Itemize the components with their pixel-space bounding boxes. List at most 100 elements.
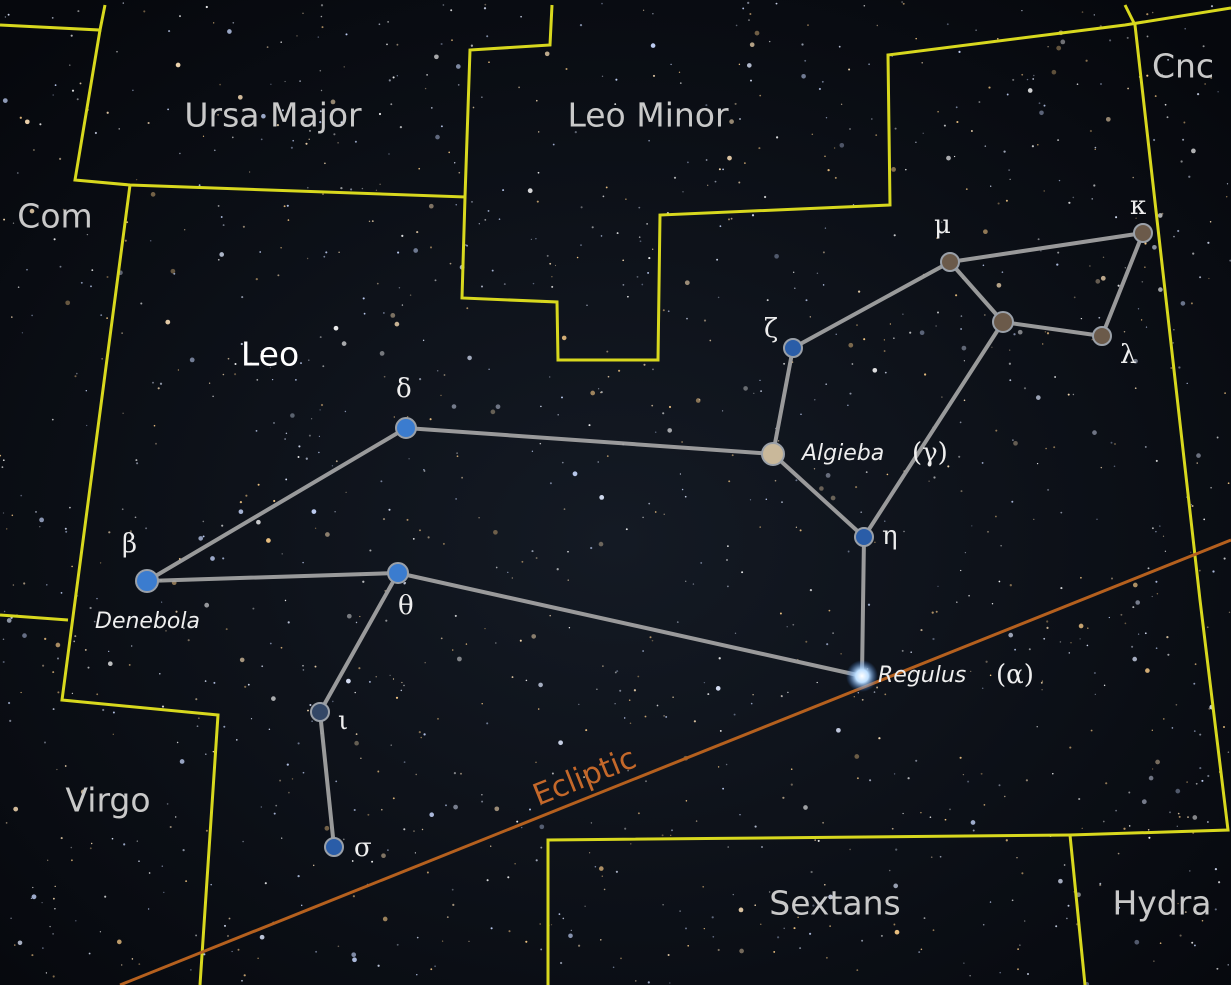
background-star — [80, 82, 82, 84]
background-star — [557, 568, 559, 570]
background-star — [17, 172, 19, 174]
background-star — [116, 51, 118, 53]
background-star — [389, 675, 390, 676]
background-star — [138, 860, 140, 862]
background-star — [18, 286, 20, 288]
background-star — [437, 370, 439, 372]
background-star — [137, 840, 138, 841]
background-star — [298, 456, 300, 458]
background-star — [417, 937, 419, 939]
background-star — [1111, 577, 1113, 579]
background-star — [321, 404, 323, 406]
background-star — [18, 940, 23, 945]
background-star — [288, 219, 290, 221]
constellation-label: Hydra — [1112, 884, 1211, 923]
background-star — [539, 824, 544, 829]
background-star — [267, 46, 269, 48]
background-star — [481, 794, 482, 795]
background-star — [648, 981, 650, 983]
background-star — [962, 346, 967, 351]
background-star — [638, 812, 640, 814]
background-star — [53, 708, 55, 710]
background-star — [903, 3, 905, 5]
constellation-label: Com — [17, 197, 92, 236]
background-star — [881, 935, 883, 937]
background-star — [400, 126, 402, 128]
background-star — [531, 239, 532, 240]
background-star — [1082, 11, 1084, 13]
background-star — [600, 392, 601, 393]
background-star — [69, 507, 71, 509]
background-star — [739, 118, 741, 120]
background-star — [606, 351, 608, 353]
background-star — [835, 177, 837, 179]
background-star — [1145, 668, 1150, 673]
background-star — [712, 916, 714, 918]
background-star — [387, 21, 389, 23]
background-star — [496, 567, 498, 569]
background-star — [1145, 446, 1147, 448]
background-star — [1096, 519, 1097, 520]
background-star — [868, 63, 870, 65]
background-star — [990, 901, 991, 902]
background-star — [599, 495, 604, 500]
background-star — [424, 662, 426, 664]
background-star — [1068, 394, 1070, 396]
background-star — [1173, 329, 1174, 330]
background-star — [685, 927, 687, 929]
background-star — [839, 143, 844, 148]
background-star — [1224, 392, 1226, 394]
background-star — [998, 202, 1000, 204]
background-star — [362, 188, 363, 189]
background-star — [1033, 519, 1034, 520]
background-star — [775, 480, 777, 482]
background-star — [807, 24, 809, 26]
background-star — [1149, 776, 1154, 781]
background-star — [805, 641, 807, 643]
background-star — [622, 259, 624, 261]
background-star — [1226, 196, 1227, 197]
background-star — [1109, 617, 1110, 618]
background-star — [1069, 747, 1071, 749]
background-star — [198, 718, 199, 719]
background-star — [256, 379, 258, 381]
star-label: μ — [934, 210, 951, 240]
background-star — [1101, 276, 1106, 281]
background-star — [481, 97, 482, 98]
background-star — [158, 387, 160, 389]
background-star — [836, 728, 841, 733]
background-star — [291, 147, 293, 149]
background-star — [563, 918, 565, 920]
background-star — [377, 771, 379, 773]
background-star — [437, 718, 439, 720]
background-star — [615, 79, 617, 81]
background-star — [892, 828, 894, 830]
background-star — [343, 839, 345, 841]
background-star — [190, 358, 195, 363]
background-star — [719, 168, 721, 170]
background-star — [322, 365, 324, 367]
background-star — [849, 393, 851, 395]
background-star — [1199, 767, 1201, 769]
background-star — [86, 390, 87, 391]
background-star — [590, 547, 592, 549]
background-star — [198, 536, 203, 541]
background-star — [726, 559, 728, 561]
background-star — [518, 86, 520, 88]
background-star — [205, 753, 207, 755]
background-star — [596, 689, 597, 690]
background-star — [983, 265, 985, 267]
background-star — [430, 418, 432, 420]
background-star — [1017, 968, 1019, 970]
background-star — [1007, 94, 1009, 96]
background-star — [148, 122, 150, 124]
background-star — [175, 816, 176, 817]
background-star — [538, 683, 543, 688]
background-star — [332, 465, 333, 466]
background-star — [651, 405, 653, 407]
star — [388, 563, 408, 583]
background-star — [1134, 940, 1139, 945]
background-star — [1103, 821, 1105, 823]
background-star — [750, 499, 751, 500]
background-star — [71, 847, 73, 849]
